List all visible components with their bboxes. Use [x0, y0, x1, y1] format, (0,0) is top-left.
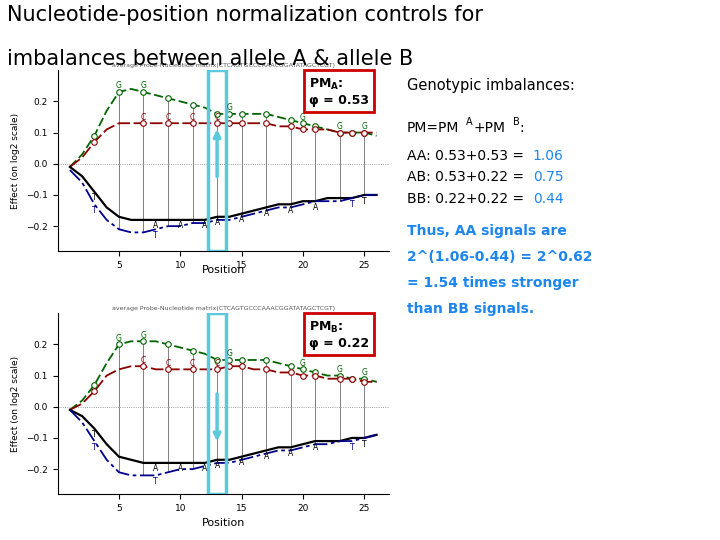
Text: Position: Position — [202, 265, 245, 275]
Text: T: T — [362, 440, 366, 449]
Y-axis label: Effect (on log2 scale): Effect (on log2 scale) — [12, 355, 20, 452]
Text: A: A — [239, 215, 244, 224]
Text: Nucleotide-position normalization controls for: Nucleotide-position normalization contro… — [7, 5, 483, 25]
Text: C: C — [141, 113, 146, 122]
Text: imbalances between allele A & allele B: imbalances between allele A & allele B — [7, 49, 413, 69]
Text: A: A — [239, 458, 244, 467]
Text: T: T — [92, 193, 96, 202]
Text: T: T — [350, 200, 354, 208]
Text: G: G — [337, 122, 343, 131]
Text: T: T — [153, 231, 158, 240]
Text: G: G — [361, 122, 367, 131]
Text: A: A — [264, 452, 269, 461]
Text: A: A — [178, 221, 183, 231]
Text: T: T — [350, 443, 354, 451]
Text: T: T — [362, 197, 366, 206]
Text: G: G — [226, 103, 233, 112]
Text: A: A — [288, 206, 293, 215]
Text: A: A — [178, 464, 183, 474]
Text: 2^(1.06-0.44) = 2^0.62: 2^(1.06-0.44) = 2^0.62 — [407, 250, 593, 264]
Text: T: T — [92, 430, 96, 439]
Text: AB: 0.53+0.22 =: AB: 0.53+0.22 = — [407, 170, 528, 184]
Text: C: C — [190, 113, 195, 122]
Text: :: : — [519, 122, 523, 136]
Text: A: A — [288, 449, 293, 458]
Text: PM$_\mathbf{A}$:
φ = 0.53: PM$_\mathbf{A}$: φ = 0.53 — [309, 77, 369, 106]
Text: C: C — [166, 359, 171, 368]
Text: C: C — [141, 356, 146, 364]
Text: 0.44: 0.44 — [533, 192, 564, 206]
Text: Genotypic imbalances:: Genotypic imbalances: — [407, 78, 575, 93]
Text: A: A — [466, 117, 472, 127]
Text: C: C — [166, 113, 171, 122]
Bar — [208, 70, 226, 251]
Text: A: A — [264, 209, 269, 218]
Text: A: A — [215, 461, 220, 470]
Text: G: G — [300, 113, 306, 122]
Text: G: G — [140, 82, 146, 91]
Text: = 1.54 times stronger: = 1.54 times stronger — [407, 276, 578, 290]
Text: G: G — [116, 82, 122, 91]
Text: A: A — [153, 221, 158, 231]
Title: average Probe-Nucleotide matrix(CTCAGTGCCCAAACGGATATAGCTCGT): average Probe-Nucleotide matrix(CTCAGTGC… — [112, 63, 335, 69]
Bar — [208, 313, 226, 494]
Text: A: A — [153, 464, 158, 474]
Text: G: G — [116, 334, 122, 343]
Text: C: C — [190, 359, 195, 368]
Text: BB: 0.22+0.22 =: BB: 0.22+0.22 = — [407, 192, 528, 206]
Text: T: T — [153, 477, 158, 486]
Title: average Probe-Nucleotide matrix(CTCAGTGCCCAAACGGATATAGCTCGT): average Probe-Nucleotide matrix(CTCAGTGC… — [112, 306, 335, 312]
Text: G: G — [361, 368, 367, 377]
Text: G: G — [226, 349, 233, 359]
Text: Thus, AA signals are: Thus, AA signals are — [407, 224, 567, 238]
Text: G: G — [300, 359, 306, 368]
Text: A: A — [202, 221, 207, 231]
Text: G: G — [140, 330, 146, 340]
Text: A: A — [312, 443, 318, 451]
Text: C: C — [215, 359, 220, 368]
Text: 1.06: 1.06 — [533, 148, 564, 163]
Y-axis label: Effect (on log2 scale): Effect (on log2 scale) — [12, 112, 20, 209]
Text: AA: 0.53+0.53 =: AA: 0.53+0.53 = — [407, 148, 528, 163]
Text: A: A — [215, 218, 220, 227]
Text: than BB signals.: than BB signals. — [407, 302, 534, 316]
Text: T: T — [92, 443, 96, 451]
X-axis label: Position: Position — [202, 518, 245, 528]
Text: A: A — [312, 202, 318, 212]
Text: G: G — [337, 365, 343, 374]
Text: C: C — [215, 113, 220, 122]
Text: PM=PM: PM=PM — [407, 122, 459, 136]
Text: PM$_\mathbf{B}$:
φ = 0.22: PM$_\mathbf{B}$: φ = 0.22 — [309, 320, 369, 349]
Text: T: T — [92, 206, 96, 215]
Text: B: B — [513, 117, 520, 127]
Text: +PM: +PM — [473, 122, 505, 136]
Text: 0.75: 0.75 — [533, 170, 564, 184]
Text: A: A — [202, 464, 207, 474]
